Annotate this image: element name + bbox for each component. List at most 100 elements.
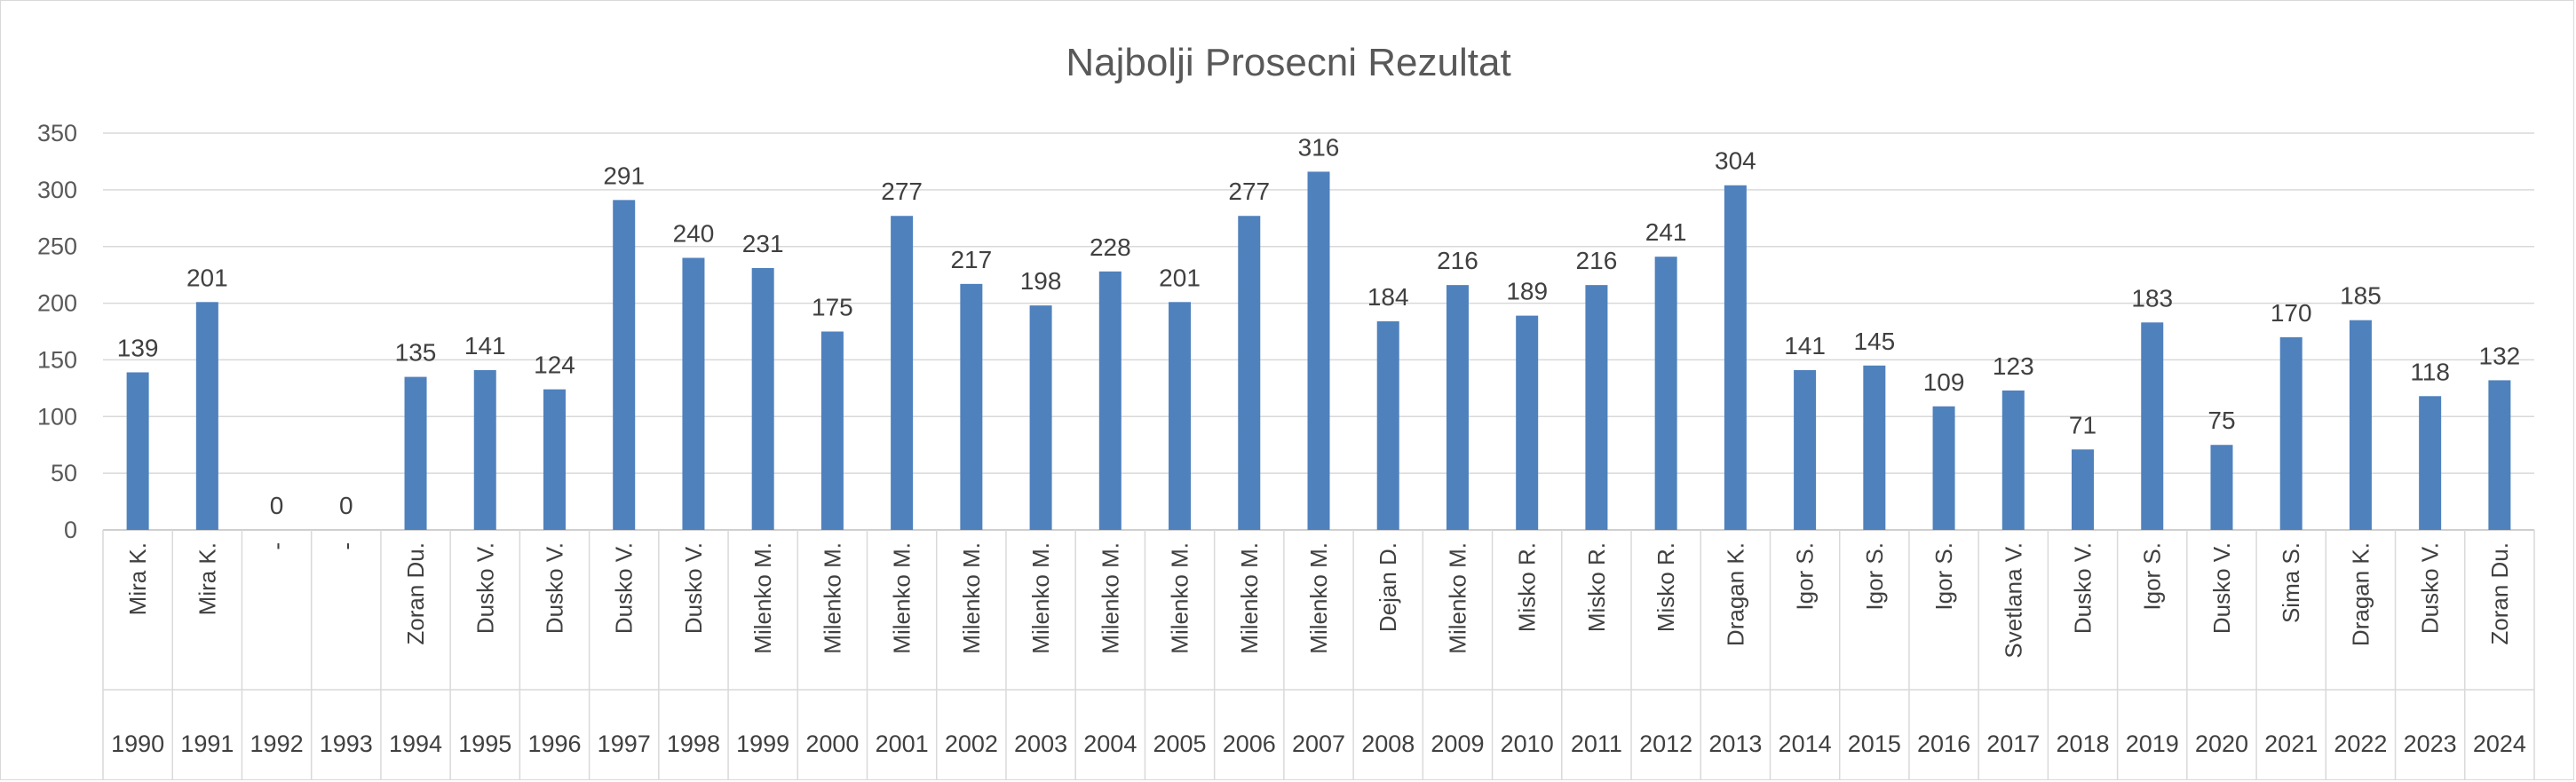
y-axis-ticks: 0 50 100 150 200 250 300 350 xyxy=(37,120,77,543)
category-name-label: Dusko V. xyxy=(2070,542,2096,634)
bar xyxy=(1585,285,1608,530)
category-name-label: Dejan D. xyxy=(1375,542,1401,632)
year-label: 2024 xyxy=(2473,731,2526,757)
category-name-label: Milenko M. xyxy=(889,542,915,654)
data-label: 198 xyxy=(1020,267,1062,295)
category-name-label: Dusko V. xyxy=(472,542,498,634)
year-label: 2018 xyxy=(2056,731,2109,757)
bar xyxy=(2210,445,2233,530)
bar xyxy=(543,389,566,530)
category-name-label: - xyxy=(264,542,290,550)
bar xyxy=(473,369,496,530)
data-label: 316 xyxy=(1298,133,1340,161)
year-label: 2020 xyxy=(2195,731,2248,757)
bar xyxy=(1654,257,1677,530)
data-label: 123 xyxy=(1993,352,2034,380)
data-label: 0 xyxy=(270,492,284,519)
year-label: 2005 xyxy=(1153,731,1207,757)
year-label: 2014 xyxy=(1779,731,1832,757)
data-label: 216 xyxy=(1576,247,1618,274)
data-label: 141 xyxy=(464,332,506,359)
year-label: 2015 xyxy=(1848,731,1901,757)
year-label: 2021 xyxy=(2264,731,2318,757)
bar xyxy=(1516,315,1539,530)
category-name-label: Dusko V. xyxy=(2208,542,2235,634)
category-name-label: Dusko V. xyxy=(680,542,707,634)
data-label: 132 xyxy=(2479,342,2521,369)
year-label: 2017 xyxy=(1986,731,2040,757)
data-label: 231 xyxy=(742,230,784,257)
category-name-label: Mira K. xyxy=(194,542,220,615)
data-label: 0 xyxy=(339,492,353,519)
data-label: 185 xyxy=(2340,282,2382,310)
data-label: 170 xyxy=(2271,299,2312,327)
year-label: 2007 xyxy=(1292,731,1345,757)
data-label: 228 xyxy=(1090,233,1131,261)
year-label: 1996 xyxy=(527,731,581,757)
bar xyxy=(1098,271,1122,530)
bars xyxy=(126,171,2511,530)
category-name-label: Misko R. xyxy=(1653,542,1679,632)
year-label: 2008 xyxy=(1361,731,1415,757)
year-label: 1997 xyxy=(598,731,651,757)
category-name-label: Milenko M. xyxy=(749,542,776,654)
data-label: 71 xyxy=(2069,411,2096,438)
bar xyxy=(2349,320,2372,530)
year-label: 2003 xyxy=(1014,731,1067,757)
year-label: 2010 xyxy=(1501,731,1554,757)
category-name-label: Mira K. xyxy=(124,542,151,615)
y-tick-label: 150 xyxy=(37,346,77,373)
bar xyxy=(1307,171,1330,530)
bar xyxy=(2419,396,2442,530)
bar xyxy=(1376,321,1399,530)
category-name-label: Igor S. xyxy=(1792,542,1819,611)
data-label: 109 xyxy=(1923,368,1965,396)
category-name-label: Dragan K. xyxy=(2347,542,2374,646)
category-name-label: Milenko M. xyxy=(819,542,845,654)
bar xyxy=(613,200,636,530)
category-name-label: Igor S. xyxy=(2139,542,2166,611)
category-name-label: Dragan K. xyxy=(1722,542,1748,646)
bar xyxy=(1446,285,1469,530)
bar xyxy=(2141,322,2164,530)
data-label: 277 xyxy=(881,178,923,205)
bar xyxy=(2488,380,2511,530)
year-label: 2004 xyxy=(1083,731,1137,757)
bar xyxy=(2001,390,2025,530)
category-name-label: Misko R. xyxy=(1514,542,1541,632)
bar xyxy=(2279,336,2303,530)
year-label: 2002 xyxy=(945,731,998,757)
y-tick-label: 100 xyxy=(37,403,77,430)
category-name-label: Dusko V. xyxy=(611,542,638,634)
bar xyxy=(404,376,427,530)
year-label: 2012 xyxy=(1639,731,1692,757)
bar xyxy=(126,372,149,530)
year-label: 2006 xyxy=(1223,731,1276,757)
category-name-label: Milenko M. xyxy=(1167,542,1193,654)
year-label: 1993 xyxy=(320,731,373,757)
year-label: 2022 xyxy=(2334,731,2387,757)
bar xyxy=(820,331,844,530)
bar xyxy=(1169,302,1192,530)
category-name-label: Milenko M. xyxy=(1027,542,1054,654)
data-label: 201 xyxy=(186,264,228,291)
bar xyxy=(195,302,218,530)
bar xyxy=(1724,185,1747,530)
y-tick-label: 250 xyxy=(37,233,77,260)
y-tick-label: 50 xyxy=(51,460,77,486)
category-name-label: Sima S. xyxy=(2278,542,2304,623)
data-label: 124 xyxy=(534,352,575,379)
bar xyxy=(682,257,705,530)
year-label: 2013 xyxy=(1708,731,1762,757)
category-name-label: Svetlana V. xyxy=(2000,542,2026,659)
category-name-label: Milenko M. xyxy=(1236,542,1263,654)
bar xyxy=(1794,369,1817,530)
year-label: 1995 xyxy=(458,731,511,757)
bar xyxy=(1029,305,1052,530)
year-label: 2016 xyxy=(1917,731,1970,757)
category-name-label: Milenko M. xyxy=(1097,542,1123,654)
year-label: 1994 xyxy=(389,731,442,757)
data-label: 175 xyxy=(812,294,853,321)
year-label: 2009 xyxy=(1431,731,1484,757)
